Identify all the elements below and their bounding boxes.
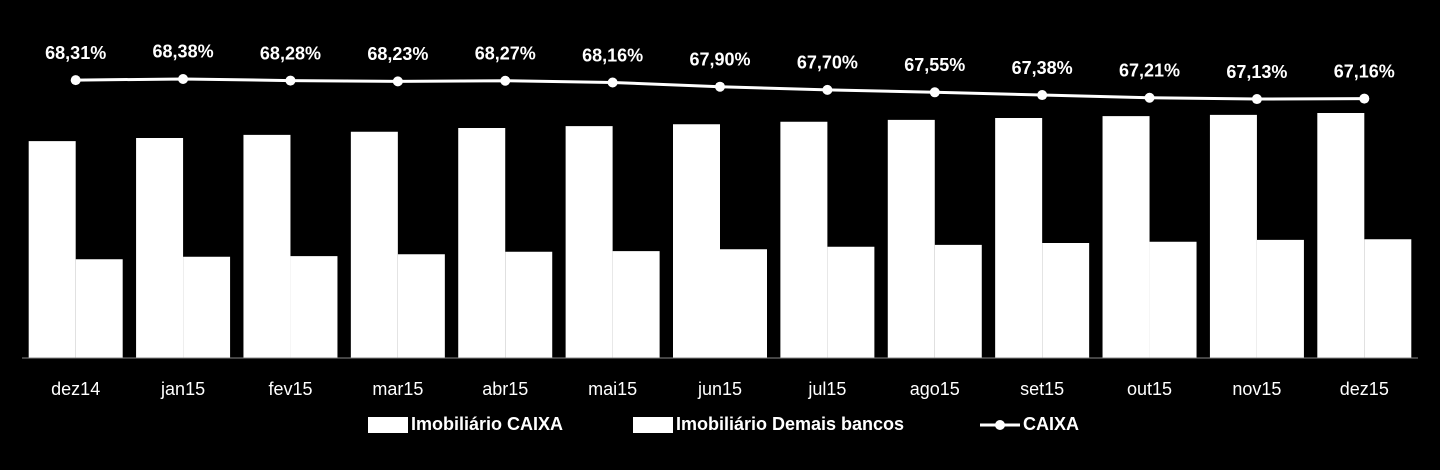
x-tick-label: jan15 — [160, 379, 205, 399]
bar — [780, 121, 828, 358]
bar — [1317, 113, 1365, 358]
data-label: 67,70% — [797, 53, 858, 73]
line-marker — [607, 77, 618, 88]
x-tick-label: mai15 — [588, 379, 637, 399]
line-marker — [285, 75, 296, 86]
x-tick-label: abr15 — [482, 379, 528, 399]
bar — [28, 141, 76, 358]
legend-label: CAIXA — [1023, 414, 1079, 434]
bar — [887, 119, 935, 358]
x-tick-label: mar15 — [372, 379, 423, 399]
line-marker — [822, 84, 833, 95]
legend-label: Imobiliário Demais bancos — [676, 414, 904, 434]
bar — [397, 254, 445, 358]
data-label: 67,38% — [1012, 58, 1073, 78]
x-tick-label: dez14 — [51, 379, 100, 399]
x-tick-label: nov15 — [1232, 379, 1281, 399]
legend-swatch — [633, 417, 673, 433]
bar — [1102, 116, 1150, 358]
x-tick-label: jun15 — [697, 379, 742, 399]
bar — [565, 126, 613, 358]
line-marker — [1037, 90, 1048, 101]
x-tick-label: out15 — [1127, 379, 1172, 399]
bar — [934, 244, 982, 358]
bar — [505, 251, 553, 358]
bar — [243, 134, 291, 358]
line-marker — [70, 75, 81, 86]
bar — [1256, 239, 1304, 358]
data-label: 68,27% — [475, 44, 536, 64]
bar — [350, 131, 398, 358]
bar — [1149, 241, 1197, 358]
bar — [612, 251, 660, 358]
bar — [183, 256, 231, 358]
bar — [673, 124, 720, 358]
line-marker — [392, 76, 403, 87]
bar — [827, 246, 875, 358]
data-label: 68,31% — [45, 43, 106, 63]
line-marker — [500, 75, 511, 86]
x-tick-label: ago15 — [910, 379, 960, 399]
x-tick-label: fev15 — [268, 379, 312, 399]
line-marker — [715, 81, 725, 92]
data-label: 68,23% — [367, 44, 428, 64]
data-label: 68,16% — [582, 45, 643, 65]
x-tick-label: set15 — [1020, 379, 1064, 399]
data-label: 67,55% — [904, 55, 965, 75]
line-marker — [929, 87, 940, 98]
bar — [75, 259, 123, 358]
bar — [995, 118, 1043, 358]
data-label: 67,13% — [1226, 62, 1287, 82]
line-marker — [1144, 92, 1155, 103]
data-label: 68,28% — [260, 43, 321, 63]
legend-label: Imobiliário CAIXA — [411, 414, 563, 434]
data-label: 67,90% — [689, 49, 750, 69]
bar — [290, 256, 338, 358]
data-label: 67,16% — [1334, 61, 1395, 81]
line-marker — [1251, 94, 1262, 105]
bar — [458, 128, 506, 358]
x-tick-label: dez15 — [1340, 379, 1389, 399]
bar — [136, 138, 184, 358]
line-marker — [1359, 93, 1370, 104]
bar — [1209, 114, 1257, 358]
bar — [1364, 239, 1412, 358]
bar — [1042, 243, 1090, 358]
bar — [720, 249, 767, 358]
legend-swatch — [995, 420, 1005, 430]
data-label: 67,21% — [1119, 61, 1180, 81]
legend-swatch — [368, 417, 408, 433]
data-label: 68,38% — [153, 42, 214, 62]
x-tick-label: jul15 — [807, 379, 846, 399]
line-marker — [178, 73, 189, 84]
